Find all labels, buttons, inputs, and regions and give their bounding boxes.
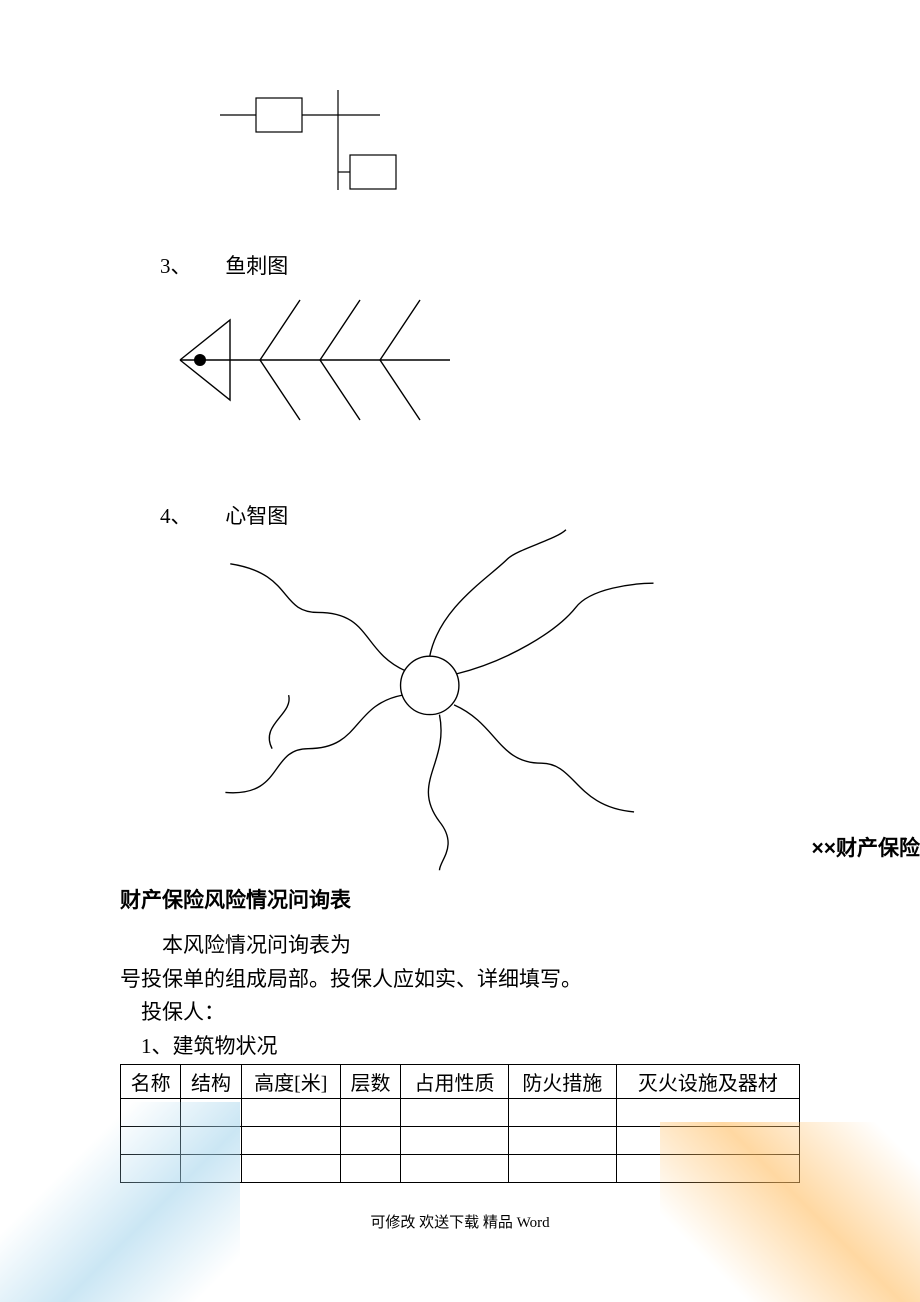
table-cell [181,1099,241,1127]
mindmap-svg [140,520,700,880]
table-cell [401,1155,509,1183]
heading-3-label: 鱼刺图 [225,254,288,278]
table-header-cell: 灭火设施及器材 [616,1065,799,1099]
table-cell [616,1155,799,1183]
table-cell [508,1099,616,1127]
table-header-cell: 结构 [181,1065,241,1099]
building-table: 名称结构高度[米]层数占用性质防火措施灭火设施及器材 [120,1064,800,1183]
page-footer: 可修改 欢送下载 精品 Word [0,1211,920,1232]
table-cell [241,1127,340,1155]
table-body [121,1099,800,1183]
table-cell [241,1155,340,1183]
paragraph-line-1: 本风险情况问询表为 [120,930,800,962]
table-cell [121,1099,181,1127]
table-row [121,1155,800,1183]
table-cell [121,1155,181,1183]
table-cell [340,1155,400,1183]
table-header-cell: 高度[米] [241,1065,340,1099]
table-row [121,1099,800,1127]
heading-3-number: 3、 [160,250,220,280]
table-cell [340,1099,400,1127]
table-cell [508,1127,616,1155]
paragraph-line-4: 1、建筑物状况 [120,1031,800,1063]
insurance-label: ××财产保险 [811,832,920,862]
table-row [121,1127,800,1155]
tree-diagram [220,90,800,210]
mindmap-diagram [140,520,800,880]
table-cell [340,1127,400,1155]
fishbone-svg [120,290,480,440]
table-header-cell: 层数 [340,1065,400,1099]
fishbone-diagram [120,290,800,440]
table-cell [121,1127,181,1155]
page: 3、 鱼刺图 4、 心智图 ××财产保险 财产保险风险情况问询表 本风险情况问询… [0,0,920,1302]
heading-3: 3、 鱼刺图 [160,250,800,280]
table-cell [241,1099,340,1127]
table-cell [401,1127,509,1155]
table-header-row: 名称结构高度[米]层数占用性质防火措施灭火设施及器材 [121,1065,800,1099]
footer-en: Word [517,1215,550,1231]
table-cell [181,1155,241,1183]
table-cell [401,1099,509,1127]
table-cell [616,1127,799,1155]
table-cell [181,1127,241,1155]
section-title: 财产保险风险情况问询表 [120,884,800,914]
table-header-cell: 占用性质 [401,1065,509,1099]
table-header-cell: 名称 [121,1065,181,1099]
tree-svg [220,90,420,210]
table-cell [616,1099,799,1127]
footer-cn: 可修改 欢送下载 精品 [370,1215,516,1231]
paragraph-line-3: 投保人： [120,997,800,1029]
paragraph-line-2: 号投保单的组成局部。投保人应如实、详细填写。 [120,964,800,996]
table-cell [508,1155,616,1183]
table-header-cell: 防火措施 [508,1065,616,1099]
